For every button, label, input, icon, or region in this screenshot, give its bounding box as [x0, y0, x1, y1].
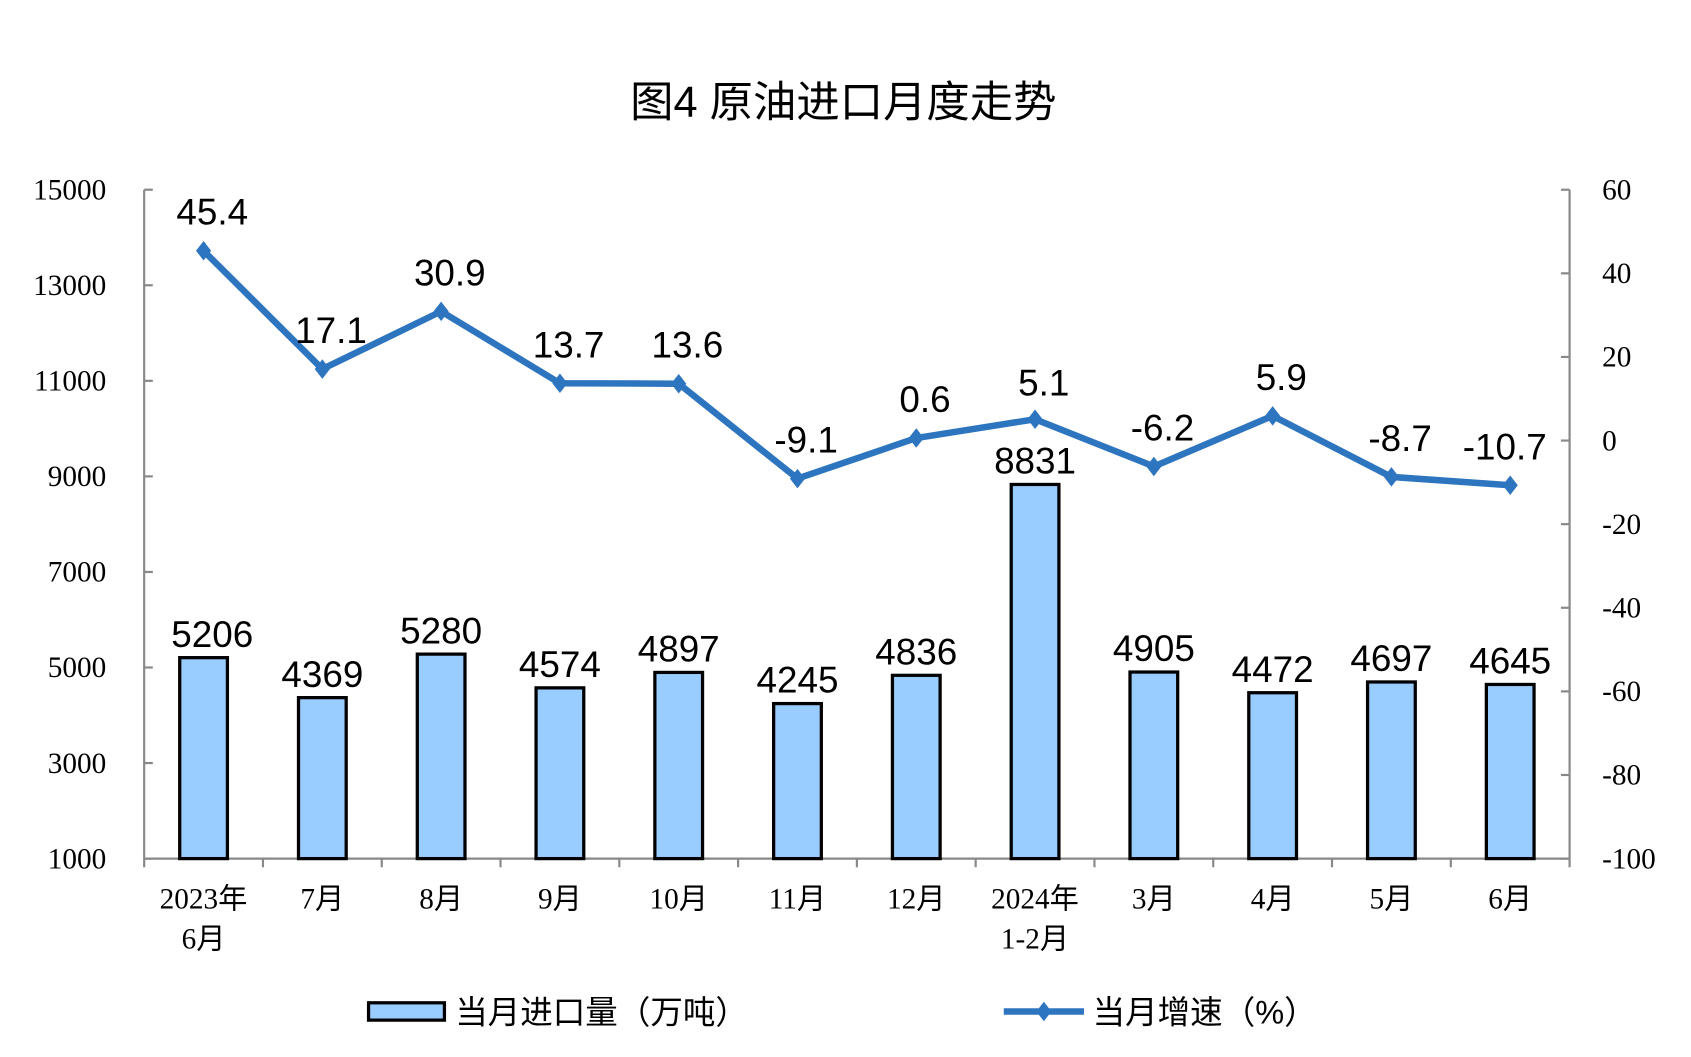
bar: [772, 701, 823, 861]
legend: 当月进口量（万吨） 当月增速（%）: [366, 994, 1317, 1030]
line-data-label: 45.4: [176, 192, 248, 233]
right-tick-label: 40: [1602, 258, 1631, 290]
line-data-label: 5.1: [1018, 362, 1069, 403]
right-tick-label: -60: [1602, 676, 1641, 708]
legend-label-line: 当月增速（%）: [1093, 994, 1317, 1030]
bar: [653, 670, 705, 861]
bar-data-label: 5280: [400, 610, 482, 651]
bar-data-label: 4472: [1232, 649, 1314, 690]
growth-line: [201, 248, 1511, 489]
left-tick-label: 9000: [48, 461, 106, 493]
right-tick-label: 0: [1602, 425, 1617, 457]
legend-swatch-bar: [366, 1001, 447, 1022]
bar: [1484, 682, 1536, 861]
line-point-marker: [1383, 467, 1400, 487]
legend-marker-diamond: [1036, 1001, 1052, 1022]
right-tick-label: 60: [1602, 174, 1631, 206]
x-tick-label: 10月: [649, 883, 707, 915]
bar-data-label: 4245: [757, 660, 839, 701]
line-point-marker: [1027, 409, 1043, 429]
line-point-marker: [314, 359, 330, 379]
x-tick-label: 6月: [1488, 883, 1532, 915]
bar: [178, 656, 230, 861]
bar: [534, 686, 586, 861]
left-tick-label: 7000: [48, 557, 106, 589]
left-tick-label: 3000: [48, 748, 106, 780]
bar-data-label: 4645: [1469, 641, 1551, 682]
bar: [1009, 482, 1061, 861]
line-data-label: 5.9: [1256, 357, 1307, 398]
right-tick-label: -100: [1602, 843, 1656, 875]
line-data-label: 0.6: [899, 379, 950, 420]
line-point-marker: [1146, 456, 1162, 477]
line-point-marker: [1502, 475, 1518, 496]
bar-data-label: 4836: [875, 631, 957, 672]
bar-data-label: 8831: [994, 441, 1076, 482]
left-tick-label: 15000: [33, 174, 106, 206]
line-point-marker: [552, 373, 568, 394]
x-tick-label: 8月: [419, 883, 463, 915]
left-tick-label: 13000: [33, 270, 106, 302]
left-tick-label: 1000: [48, 843, 106, 875]
legend-label-bar: 当月进口量（万吨）: [455, 994, 748, 1030]
line-point-marker: [1265, 406, 1281, 426]
x-tick-label: 1-2月: [1001, 924, 1069, 956]
x-tick-label: 6月: [182, 924, 226, 956]
chart-title: 图4 原油进口月度走势: [630, 79, 1056, 127]
right-tick-label: 20: [1602, 342, 1631, 374]
left-tick-label: 5000: [48, 652, 106, 684]
x-tick-label: 2024年: [991, 882, 1079, 915]
line-point-marker: [789, 468, 806, 489]
x-tick-label: 12月: [887, 883, 945, 915]
line-data-label: 13.7: [533, 324, 605, 365]
line-data-label: -9.1: [774, 420, 837, 461]
bar: [890, 673, 942, 861]
line-data-label: 13.6: [652, 325, 724, 366]
line-data-label: 30.9: [414, 252, 486, 293]
bar-data-label: 4905: [1113, 628, 1195, 669]
line-data-label: -10.7: [1463, 426, 1547, 467]
bar-data-label: 5206: [171, 614, 253, 655]
bar-data-label: 4697: [1350, 638, 1432, 679]
line-point-marker: [195, 240, 212, 261]
line-data-label: -6.2: [1131, 407, 1194, 448]
right-tick-label: -40: [1602, 593, 1641, 625]
left-tick-label: 11000: [34, 366, 106, 398]
bar: [415, 652, 467, 861]
bar: [296, 696, 348, 861]
x-tick-label: 3月: [1132, 883, 1176, 915]
line-point-marker: [908, 428, 924, 448]
right-tick-label: -20: [1602, 509, 1641, 541]
line-data-label: 17.1: [295, 310, 367, 351]
bar: [1247, 691, 1299, 861]
right-tick-label: -80: [1602, 760, 1641, 792]
x-tick-label: 2023年: [160, 882, 248, 915]
x-tick-label: 4月: [1251, 883, 1295, 915]
x-tick-label: 9月: [538, 883, 582, 915]
x-tick-label: 7月: [300, 883, 344, 915]
x-tick-label: 11月: [769, 883, 826, 915]
line-data-label: -8.7: [1368, 418, 1431, 459]
bar-data-label: 4897: [638, 629, 720, 670]
x-tick-label: 5月: [1369, 883, 1413, 915]
bar-data-label: 4574: [519, 644, 601, 685]
bar: [1128, 670, 1180, 861]
bar-data-label: 4369: [281, 654, 363, 695]
bar: [1365, 680, 1417, 861]
